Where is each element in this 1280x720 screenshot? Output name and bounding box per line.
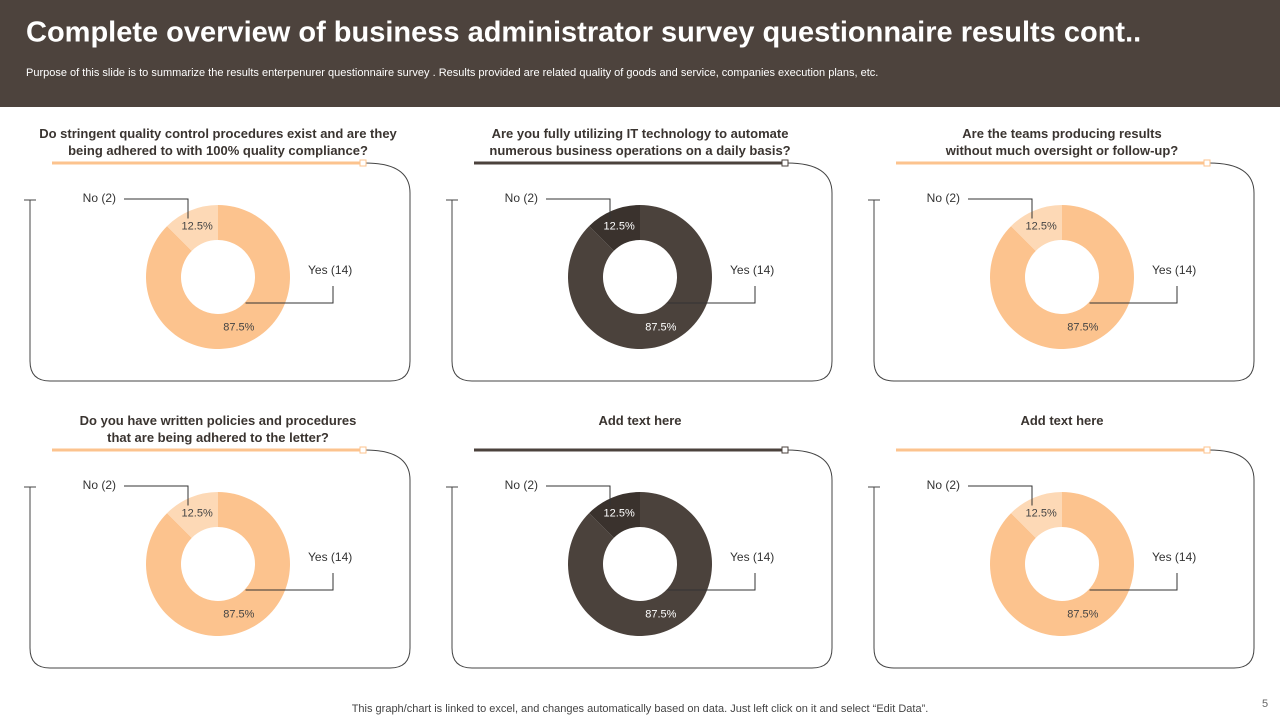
panel-frame	[868, 449, 1255, 669]
donut-slice	[990, 205, 1134, 349]
accent-marker	[781, 159, 789, 167]
donut-slice	[167, 205, 218, 251]
category-label: Yes (14)	[308, 550, 352, 564]
footer-note: This graph/chart is linked to excel, and…	[352, 703, 929, 715]
leader-line	[667, 286, 756, 304]
accent-marker	[359, 446, 367, 454]
value-label: 87.5%	[1067, 321, 1098, 333]
leader-line	[124, 485, 189, 506]
value-label: 87.5%	[223, 608, 254, 620]
leader-line	[1089, 286, 1178, 304]
donut-slice	[145, 205, 290, 349]
value-label: 12.5%	[182, 221, 213, 233]
leader-line	[245, 573, 334, 591]
accent-marker	[1203, 159, 1211, 167]
donut-slice	[589, 205, 640, 251]
value-label: 87.5%	[645, 608, 676, 620]
panel-frame	[446, 449, 833, 669]
page-number: 5	[1262, 698, 1268, 710]
category-label: No (2)	[83, 191, 116, 205]
category-label: Yes (14)	[308, 263, 352, 277]
value-label: 87.5%	[1067, 608, 1098, 620]
category-label: Yes (14)	[730, 550, 774, 564]
leader-line	[546, 485, 611, 506]
donut-slice	[1011, 492, 1062, 538]
chart-title: Do you have written policies and procedu…	[79, 413, 357, 445]
panel-frame	[446, 162, 833, 382]
panel-frame	[24, 449, 411, 669]
donut-slice	[589, 492, 640, 538]
category-label: No (2)	[927, 478, 960, 492]
leader-line	[245, 286, 334, 304]
chart-title: Do stringent quality control procedures …	[39, 126, 397, 158]
donut-slice	[167, 492, 218, 538]
value-label: 12.5%	[182, 508, 213, 520]
category-label: No (2)	[505, 191, 538, 205]
value-label: 87.5%	[645, 321, 676, 333]
leader-line	[968, 198, 1033, 219]
accent-marker	[1203, 446, 1211, 454]
category-label: Yes (14)	[1152, 263, 1196, 277]
value-label: 12.5%	[1026, 508, 1057, 520]
category-label: No (2)	[927, 191, 960, 205]
value-label: 12.5%	[604, 508, 635, 520]
slide-subtitle: Purpose of this slide is to summarize th…	[26, 67, 878, 79]
donut-slice	[146, 492, 291, 636]
leader-line	[124, 198, 189, 219]
leader-line	[1089, 573, 1178, 591]
panel-frame	[868, 162, 1255, 382]
chart-title: Add text here	[598, 413, 682, 428]
header-band	[0, 0, 1280, 107]
accent-marker	[359, 159, 367, 167]
accent-marker	[781, 446, 789, 454]
category-label: Yes (14)	[730, 263, 774, 277]
donut-slice	[568, 205, 713, 349]
chart-title: Are the teams producing results without …	[945, 126, 1179, 158]
leader-line	[968, 485, 1033, 506]
leader-line	[667, 573, 756, 591]
slide-title: Complete overview of business administra…	[26, 17, 1141, 49]
category-label: No (2)	[505, 478, 538, 492]
donut-slice	[1011, 205, 1062, 251]
chart-title: Add text here	[1020, 413, 1104, 428]
chart-title: Are you fully utilizing IT technology to…	[489, 126, 791, 158]
panel-frame	[24, 162, 411, 382]
value-label: 12.5%	[1026, 221, 1057, 233]
leader-line	[546, 198, 611, 219]
category-label: No (2)	[83, 478, 116, 492]
value-label: 12.5%	[604, 221, 635, 233]
category-label: Yes (14)	[1152, 550, 1196, 564]
value-label: 87.5%	[223, 321, 254, 333]
